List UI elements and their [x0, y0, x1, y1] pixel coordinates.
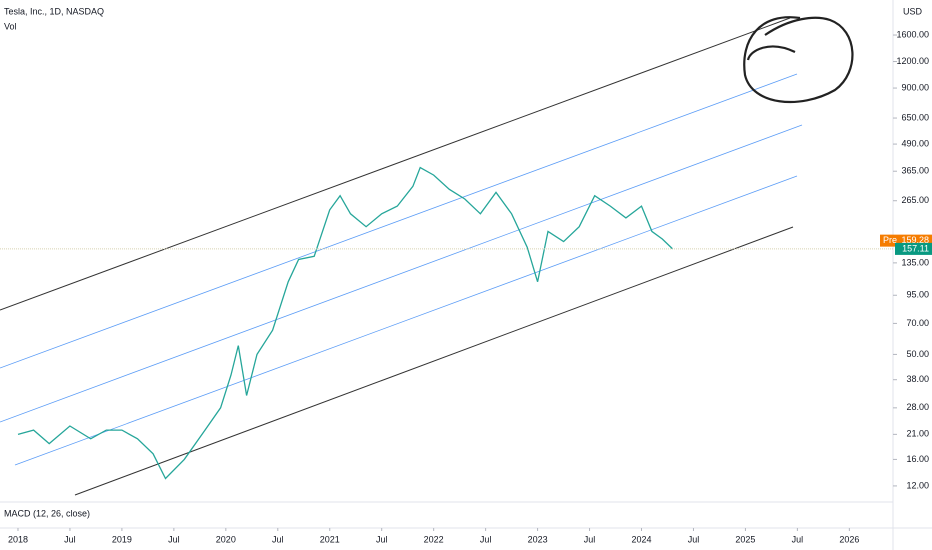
- x-tick-label: 2024: [631, 534, 651, 544]
- x-tick-label: Jul: [376, 534, 388, 544]
- x-tick-label: 2018: [8, 534, 28, 544]
- y-tick-label: 95.00: [906, 290, 929, 300]
- last-tag-value: 157.11: [902, 243, 929, 253]
- price-line: [17, 166, 674, 480]
- channel-line: [0, 124, 803, 423]
- currency-label: USD: [903, 6, 923, 16]
- x-tick-label: 2019: [112, 534, 132, 544]
- channel-top: [0, 17, 791, 311]
- y-tick-label: 490.00: [901, 138, 929, 148]
- x-tick-label: 2022: [424, 534, 444, 544]
- y-tick-label: 265.00: [901, 195, 929, 205]
- x-tick-label: Jul: [168, 534, 180, 544]
- y-tick-label: 900.00: [901, 82, 929, 92]
- macd-label: MACD (12, 26, close): [4, 508, 90, 518]
- indicator-label: Vol: [4, 21, 17, 31]
- y-tick-label: 70.00: [906, 318, 929, 328]
- x-tick-label: 2023: [528, 534, 548, 544]
- channel-bottom: [74, 226, 794, 496]
- y-tick-label: 16.00: [906, 454, 929, 464]
- y-tick-label: 38.00: [906, 374, 929, 384]
- x-tick-label: 2026: [839, 534, 859, 544]
- y-tick-label: 50.00: [906, 349, 929, 359]
- x-tick-label: Jul: [480, 534, 492, 544]
- y-tick-label: 650.00: [901, 112, 929, 122]
- y-tick-label: 12.00: [906, 480, 929, 490]
- y-tick-label: 135.00: [901, 257, 929, 267]
- pre-tag-value: 159.28: [901, 235, 929, 245]
- y-tick-label: 28.00: [906, 402, 929, 412]
- x-tick-label: Jul: [792, 534, 804, 544]
- x-tick-label: 2020: [216, 534, 236, 544]
- y-tick-label: 1200.00: [896, 56, 929, 66]
- x-tick-label: Jul: [584, 534, 596, 544]
- last-tag: [895, 242, 932, 255]
- x-tick-label: Jul: [688, 534, 700, 544]
- x-tick-label: Jul: [272, 534, 284, 544]
- y-tick-label: 365.00: [901, 166, 929, 176]
- channel-line: [0, 73, 798, 369]
- y-tick-label: 21.00: [906, 429, 929, 439]
- hand-drawn-circle: [743, 16, 854, 104]
- y-tick-label: 1600.00: [896, 29, 929, 39]
- x-tick-label: 2025: [735, 534, 755, 544]
- pre-tag-label: Pre: [883, 235, 897, 245]
- chart-title: Tesla, Inc., 1D, NASDAQ: [4, 6, 104, 16]
- x-tick-label: Jul: [64, 534, 76, 544]
- channel-line: [14, 175, 798, 466]
- x-tick-label: 2021: [320, 534, 340, 544]
